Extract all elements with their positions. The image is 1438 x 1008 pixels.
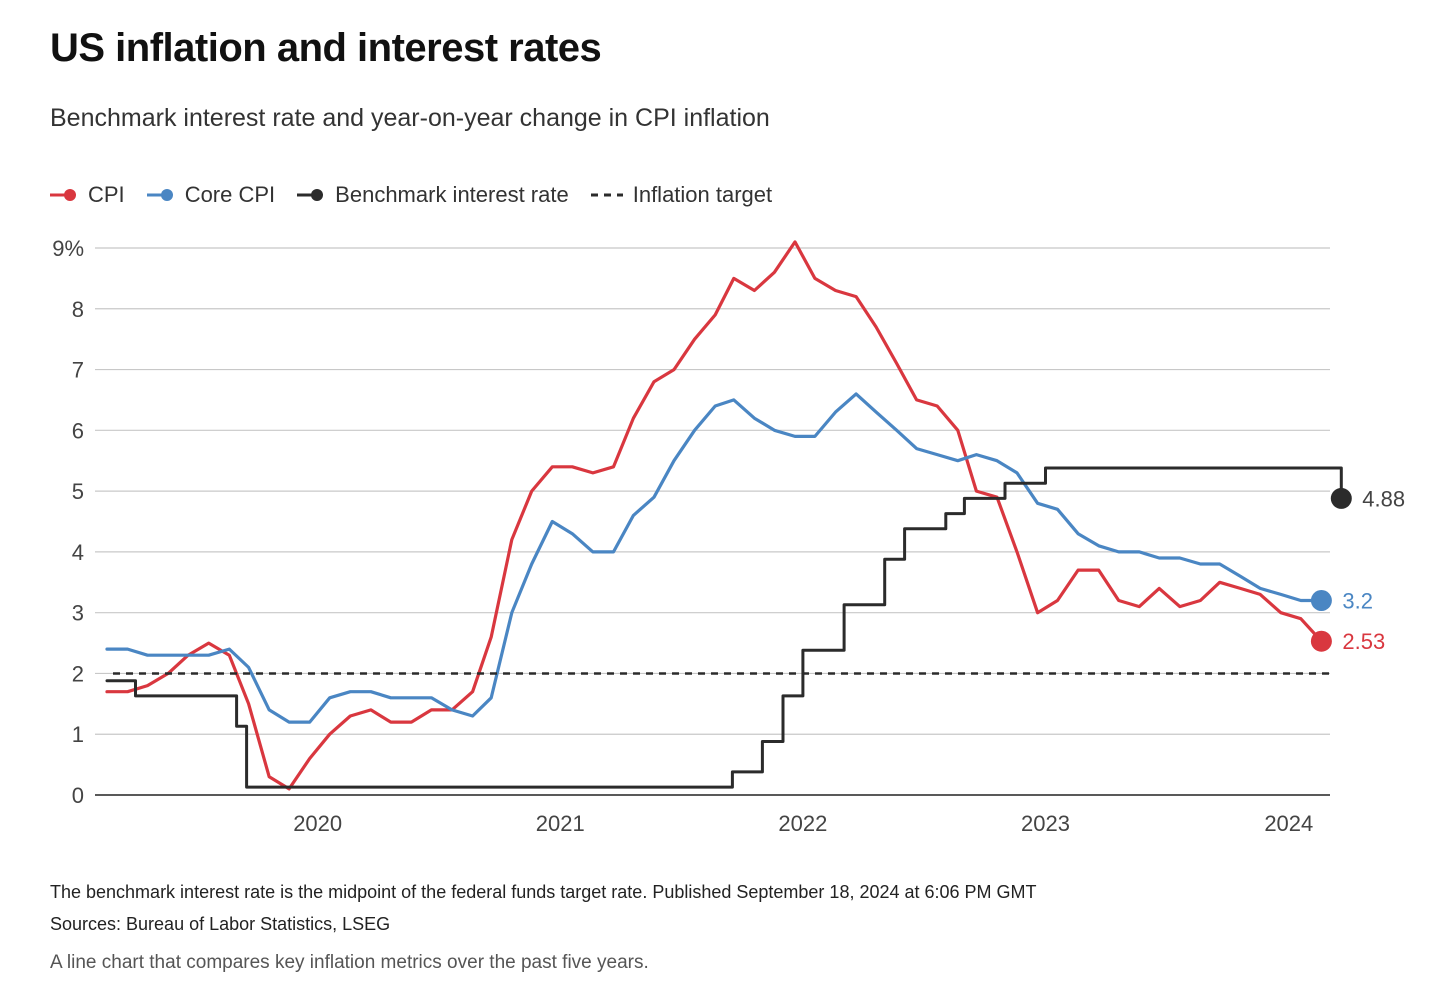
legend-item-cpi: CPI — [50, 182, 125, 208]
chart-subtitle: Benchmark interest rate and year-on-year… — [50, 104, 770, 132]
legend-label-inflation-target: Inflation target — [632, 182, 773, 207]
y-tick-label: 8 — [72, 297, 84, 322]
y-tick-label: 2 — [72, 661, 84, 686]
line-chart: 0 1 2 3 4 5 6 7 8 9% 2020 2021 2022 2023 2024 2.53 3.2… — [52, 236, 1405, 836]
legend-item-inflation-target: Inflation target — [590, 182, 773, 208]
legend-swatch-inflation-target — [590, 193, 623, 197]
series-end-label-core-cpi: 3.2 — [1342, 589, 1373, 614]
y-tick-label: 7 — [72, 358, 84, 383]
chart-series: 2.53 3.2 4.88 — [105, 240, 1405, 791]
legend-swatch-benchmark-rate — [297, 189, 324, 201]
y-tick-label: 4 — [72, 540, 84, 565]
x-tick-label: 2021 — [536, 811, 585, 836]
x-axis-ticks: 2020 2021 2022 2023 2024 — [293, 811, 1313, 836]
chart-legend: CPI Core CPI Benchmark interest rate Inf… — [50, 182, 794, 208]
chart-caption: A line chart that compares key inflation… — [50, 952, 649, 973]
y-tick-label: 3 — [72, 601, 84, 626]
chart-footnote: The benchmark interest rate is the midpo… — [50, 882, 1037, 902]
x-tick-label: 2020 — [293, 811, 342, 836]
chart-footnote-block: The benchmark interest rate is the midpo… — [50, 876, 1037, 940]
chart-sources: Sources: Bureau of Labor Statistics, LSE… — [50, 914, 391, 934]
legend-label-benchmark-rate: Benchmark interest rate — [335, 182, 569, 207]
x-tick-label: 2024 — [1264, 811, 1313, 836]
legend-label-core-cpi: Core CPI — [184, 182, 276, 207]
y-tick-label: 6 — [72, 418, 84, 443]
y-tick-label: 0 — [72, 783, 84, 808]
series-line-cpi — [105, 240, 1324, 791]
series-line-benchmark-interest-rate — [105, 466, 1343, 789]
legend-swatch-cpi — [50, 189, 76, 201]
y-tick-label: 5 — [72, 479, 84, 504]
x-tick-label: 2022 — [778, 811, 827, 836]
series-end-label-benchmark-interest-rate: 4.88 — [1362, 486, 1405, 511]
legend-item-core-cpi: Core CPI — [146, 182, 276, 208]
series-end-point-cpi — [1310, 630, 1332, 652]
legend-item-benchmark-rate: Benchmark interest rate — [297, 182, 569, 208]
chart-grid — [95, 247, 1330, 796]
series-end-point-core-cpi — [1310, 590, 1332, 612]
y-tick-label: 1 — [72, 722, 84, 747]
chart-title: US inflation and interest rates — [50, 26, 602, 70]
legend-label-cpi: CPI — [88, 182, 125, 207]
legend-swatch-core-cpi — [146, 189, 173, 201]
y-tick-label: 9% — [52, 236, 84, 261]
series-line-core-cpi — [105, 392, 1324, 724]
y-axis-ticks: 0 1 2 3 4 5 6 7 8 9% — [52, 236, 84, 808]
series-end-label-cpi: 2.53 — [1342, 629, 1385, 654]
series-end-point-benchmark-interest-rate — [1330, 487, 1352, 509]
x-tick-label: 2023 — [1021, 811, 1070, 836]
